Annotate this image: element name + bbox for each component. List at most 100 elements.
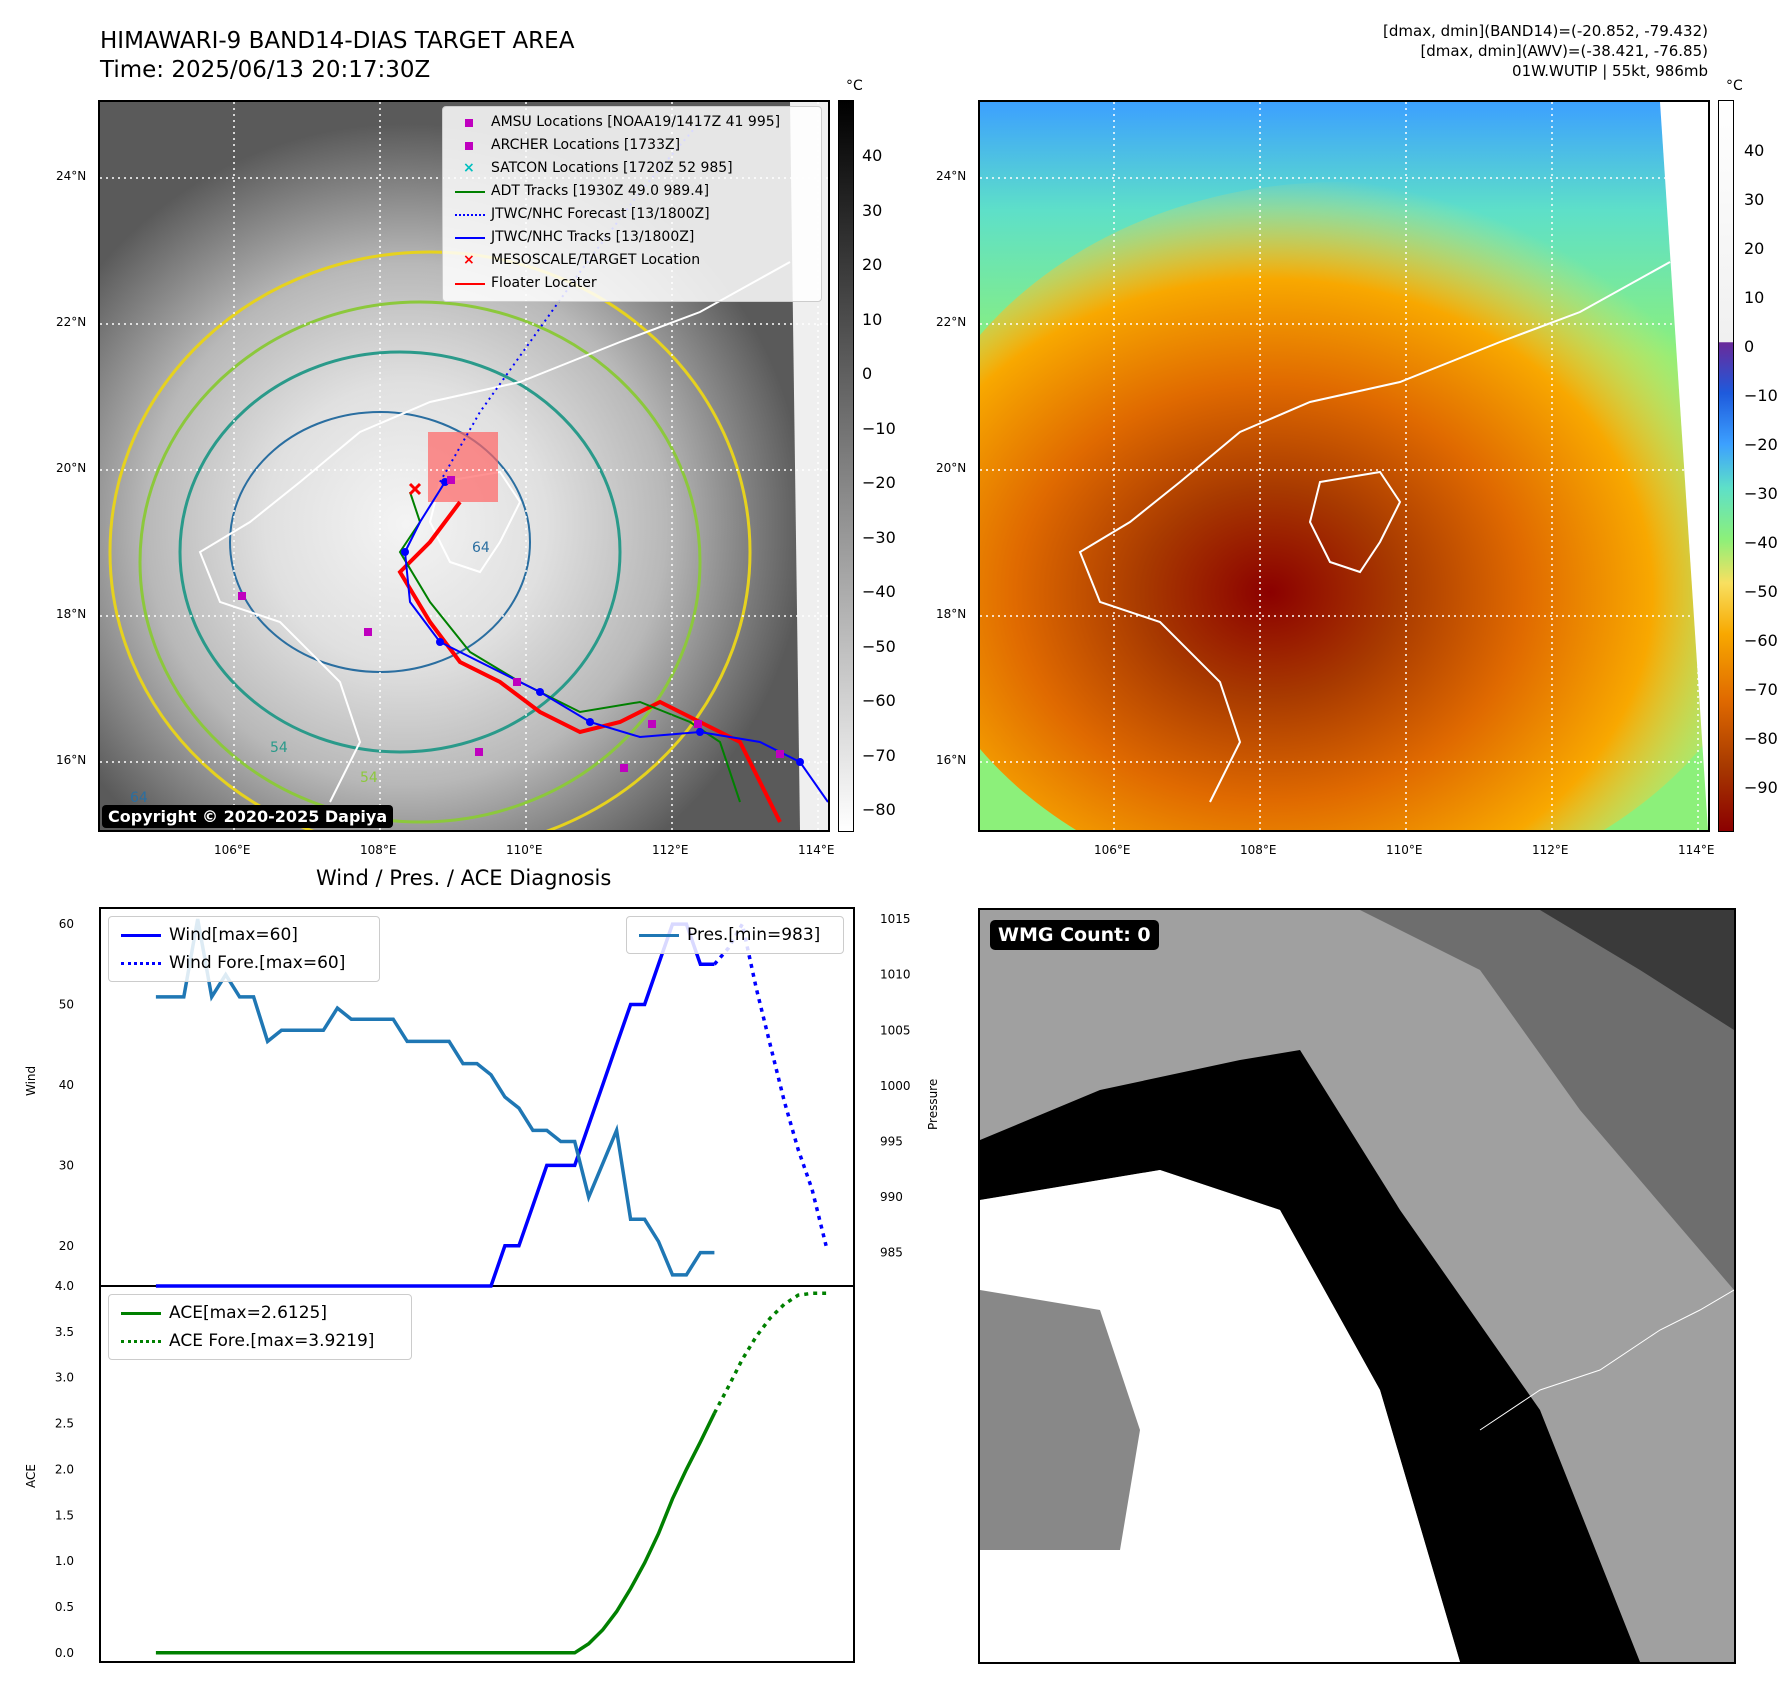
ace-series-line bbox=[155, 1412, 716, 1655]
colorbar-tick: −10 bbox=[1744, 386, 1778, 405]
pressure-legend: Pres.[min=983] bbox=[626, 916, 844, 954]
ace-tick: 0.5 bbox=[55, 1600, 74, 1614]
lat-tick: 22°N bbox=[936, 315, 967, 329]
colorbar-tick: 20 bbox=[1744, 239, 1765, 258]
chart-time: Time: 2025/06/13 20:17:30Z bbox=[100, 57, 431, 83]
colorbar-tick: 10 bbox=[1744, 288, 1765, 307]
wind-series-line bbox=[155, 922, 715, 1288]
lat-tick: 20°N bbox=[56, 461, 87, 475]
wmg-black-band bbox=[980, 1050, 1640, 1662]
colorbar-tick: −20 bbox=[1744, 435, 1778, 454]
x-marker-icon: × bbox=[463, 252, 475, 268]
legend-label: JTWC/NHC Tracks [13/1800Z] bbox=[491, 229, 695, 245]
awv-storm-field bbox=[980, 182, 1708, 830]
square-marker-icon bbox=[465, 119, 473, 127]
lon-tick: 110°E bbox=[506, 843, 543, 857]
awv-colorbar bbox=[1718, 100, 1734, 832]
legend-item: JTWC/NHC Forecast [13/1800Z] bbox=[451, 203, 813, 226]
colorbar-tick: −80 bbox=[1744, 729, 1778, 748]
legend-label: ACE[max=2.6125] bbox=[169, 1303, 327, 1323]
coastline bbox=[1479, 1289, 1734, 1431]
gray-colorbar bbox=[838, 100, 854, 832]
pressure-series-line bbox=[155, 918, 715, 1277]
wmg-svg bbox=[980, 910, 1734, 1662]
legend-label: Pres.[min=983] bbox=[687, 925, 821, 945]
lat-tick: 18°N bbox=[56, 607, 87, 621]
ir-map-panel: 64 54 64 54 AMSU Locations [NOAA19/1417Z… bbox=[98, 100, 830, 832]
contour-ring-green bbox=[138, 300, 702, 824]
colorbar-tick: 10 bbox=[862, 309, 883, 329]
colorbar-tick: −60 bbox=[1744, 631, 1778, 650]
solid-line-icon bbox=[455, 191, 485, 193]
jtwc-track-points bbox=[401, 478, 804, 766]
colorbar-tick: −10 bbox=[862, 418, 896, 438]
mesoscale-target-marker bbox=[408, 482, 422, 496]
contour-label: 54 bbox=[360, 770, 378, 786]
colorbar-tick: −30 bbox=[1744, 484, 1778, 503]
colorbar-tick: −90 bbox=[1744, 778, 1778, 797]
legend-item: AMSU Locations [NOAA19/1417Z 41 995] bbox=[451, 111, 813, 134]
diagnosis-title: Wind / Pres. / ACE Diagnosis bbox=[316, 866, 612, 890]
wmg-darkest-zone bbox=[1540, 910, 1734, 1030]
colorbar-tick: 30 bbox=[1744, 190, 1765, 209]
awv-swath-edge bbox=[1660, 102, 1708, 830]
lon-tick: 114°E bbox=[798, 843, 835, 857]
chart-title: HIMAWARI-9 BAND14-DIAS TARGET AREA bbox=[100, 28, 575, 54]
legend-label: Wind[max=60] bbox=[169, 925, 298, 945]
info-line-1: [dmax, dmin](BAND14)=(-20.852, -79.432) bbox=[1383, 22, 1708, 40]
legend-item: × MESOSCALE/TARGET Location bbox=[451, 249, 813, 272]
wmg-panel: WMG Count: 0 bbox=[978, 908, 1736, 1664]
contour-label: 64 bbox=[472, 540, 490, 556]
copyright-badge: Copyright © 2020-2025 Dapiya bbox=[102, 805, 394, 828]
ace-tick: 1.0 bbox=[55, 1554, 74, 1568]
ace-tick: 2.5 bbox=[55, 1417, 74, 1431]
lon-tick: 108°E bbox=[360, 843, 397, 857]
solid-line-icon bbox=[455, 283, 485, 285]
diagnosis-plot-area: 60 50 40 30 20 1015 1010 1005 1000 995 990 985 4.0 3.… bbox=[55, 912, 911, 1660]
colorbar-tick: −70 bbox=[862, 745, 896, 765]
colorbar-tick: −40 bbox=[862, 582, 896, 601]
legend-item: ACE[max=2.6125] bbox=[117, 1299, 403, 1327]
wind-tick: 60 bbox=[59, 917, 74, 931]
island-outline bbox=[1308, 470, 1402, 574]
info-line-3: 01W.WUTIP | 55kt, 986mb bbox=[1512, 62, 1708, 80]
solid-line-icon bbox=[639, 934, 679, 937]
legend-label: Wind Fore.[max=60] bbox=[169, 953, 346, 973]
legend-label: JTWC/NHC Forecast [13/1800Z] bbox=[491, 206, 710, 222]
lat-tick: 16°N bbox=[936, 753, 967, 767]
legend-item: Pres.[min=983] bbox=[635, 921, 835, 949]
pressure-tick: 1015 bbox=[880, 912, 911, 926]
legend-item: ADT Tracks [1930Z 49.0 989.4] bbox=[451, 180, 813, 203]
legend-item: ARCHER Locations [1733Z] bbox=[451, 134, 813, 157]
wind-tick: 40 bbox=[59, 1078, 74, 1092]
lon-tick: 106°E bbox=[214, 843, 251, 857]
lon-tick: 106°E bbox=[1094, 843, 1131, 857]
map-legend: AMSU Locations [NOAA19/1417Z 41 995] ARC… bbox=[442, 106, 822, 302]
ace-tick: 4.0 bbox=[55, 1279, 74, 1293]
line-dot-icon bbox=[455, 237, 485, 239]
legend-label: ACE Fore.[max=3.9219] bbox=[169, 1331, 375, 1351]
legend-item: JTWC/NHC Tracks [13/1800Z] bbox=[451, 226, 813, 249]
contour-label: 64 bbox=[130, 790, 148, 806]
map-gridlines bbox=[980, 102, 1708, 830]
wmg-gray-patch bbox=[980, 1290, 1140, 1550]
legend-label: ADT Tracks [1930Z 49.0 989.4] bbox=[491, 183, 710, 199]
coastline bbox=[1078, 261, 1671, 803]
legend-item: Wind Fore.[max=60] bbox=[117, 949, 371, 977]
dotted-line-icon bbox=[455, 214, 485, 216]
x-marker-icon: × bbox=[463, 160, 475, 176]
colorbar-tick: −70 bbox=[1744, 680, 1778, 699]
diagnosis-chart: 60 50 40 30 20 1015 1010 1005 1000 995 990 985 4.0 3.… bbox=[55, 907, 911, 1663]
colorbar-tick: 0 bbox=[862, 364, 873, 383]
colorbar-tick: 30 bbox=[862, 200, 883, 220]
amsu-archer-markers bbox=[238, 476, 784, 772]
legend-item: × SATCON Locations [1720Z 52 985] bbox=[451, 157, 813, 180]
colorbar-tick: 20 bbox=[862, 255, 883, 274]
square-marker-icon bbox=[465, 142, 473, 150]
colorbar-tick: 0 bbox=[1744, 337, 1755, 356]
ace-tick: 0.0 bbox=[55, 1646, 74, 1660]
colorbar-tick: 40 bbox=[1744, 141, 1765, 160]
colorbar-tick: −80 bbox=[862, 800, 896, 819]
contour-ring-teal bbox=[178, 350, 622, 754]
ace-tick: 3.5 bbox=[55, 1325, 74, 1339]
